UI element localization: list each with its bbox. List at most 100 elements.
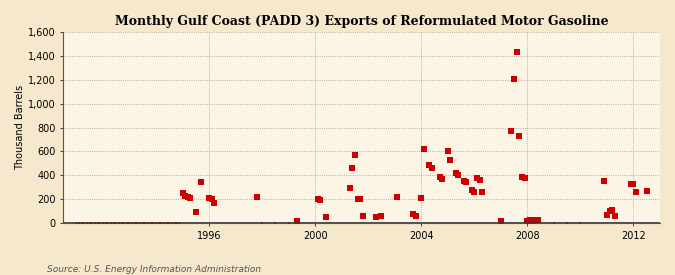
Point bbox=[347, 166, 358, 170]
Point bbox=[527, 219, 538, 223]
Point bbox=[575, 221, 586, 225]
Point bbox=[313, 197, 323, 201]
Point bbox=[435, 174, 446, 179]
Point bbox=[450, 171, 461, 175]
Point bbox=[180, 193, 190, 198]
Point bbox=[626, 182, 637, 186]
Point bbox=[161, 221, 172, 225]
Point bbox=[135, 221, 146, 225]
Point bbox=[113, 221, 124, 225]
Point bbox=[137, 221, 148, 225]
Point bbox=[524, 217, 535, 222]
Point bbox=[315, 198, 326, 203]
Point bbox=[90, 221, 101, 225]
Point bbox=[127, 221, 138, 225]
Point bbox=[71, 221, 82, 225]
Point bbox=[437, 177, 448, 181]
Point bbox=[416, 196, 427, 200]
Point bbox=[151, 221, 161, 225]
Point bbox=[371, 215, 381, 219]
Point bbox=[562, 221, 572, 225]
Point bbox=[604, 209, 615, 213]
Point bbox=[321, 215, 331, 219]
Point bbox=[209, 200, 220, 205]
Point bbox=[352, 197, 363, 201]
Point bbox=[466, 188, 477, 192]
Point bbox=[142, 221, 153, 225]
Point bbox=[177, 191, 188, 196]
Point bbox=[445, 158, 456, 162]
Point bbox=[495, 219, 506, 223]
Point bbox=[156, 221, 167, 225]
Point bbox=[108, 221, 119, 225]
Point bbox=[256, 221, 267, 225]
Point bbox=[185, 196, 196, 200]
Point bbox=[424, 162, 435, 167]
Point bbox=[427, 166, 437, 170]
Point bbox=[148, 221, 159, 225]
Point bbox=[453, 173, 464, 178]
Point bbox=[350, 153, 360, 157]
Point bbox=[376, 214, 387, 218]
Point bbox=[207, 197, 217, 201]
Point bbox=[601, 213, 612, 217]
Point bbox=[418, 147, 429, 151]
Point bbox=[472, 175, 483, 180]
Point bbox=[190, 210, 201, 214]
Point bbox=[172, 221, 183, 225]
Point bbox=[291, 219, 302, 224]
Text: Source: U.S. Energy Information Administration: Source: U.S. Energy Information Administ… bbox=[47, 265, 261, 274]
Point bbox=[512, 50, 522, 54]
Point bbox=[153, 221, 164, 225]
Point bbox=[159, 221, 169, 225]
Point bbox=[506, 129, 517, 133]
Point bbox=[522, 219, 533, 223]
Point bbox=[79, 221, 90, 225]
Point bbox=[145, 221, 156, 225]
Point bbox=[630, 190, 641, 194]
Point bbox=[82, 221, 92, 225]
Point bbox=[270, 221, 281, 225]
Point bbox=[519, 175, 530, 180]
Point bbox=[442, 149, 453, 154]
Point bbox=[358, 214, 369, 218]
Point bbox=[111, 221, 122, 225]
Point bbox=[76, 221, 87, 225]
Point bbox=[410, 214, 421, 218]
Point bbox=[204, 196, 215, 200]
Point bbox=[610, 214, 620, 218]
Point bbox=[116, 221, 127, 225]
Point bbox=[392, 195, 403, 199]
Point bbox=[95, 221, 106, 225]
Point bbox=[284, 221, 294, 225]
Point bbox=[607, 208, 618, 212]
Point bbox=[174, 221, 185, 225]
Point bbox=[509, 76, 520, 81]
Point bbox=[103, 221, 113, 225]
Point bbox=[164, 221, 175, 225]
Point bbox=[475, 178, 485, 182]
Point bbox=[182, 195, 193, 199]
Title: Monthly Gulf Coast (PADD 3) Exports of Reformulated Motor Gasoline: Monthly Gulf Coast (PADD 3) Exports of R… bbox=[115, 15, 608, 28]
Point bbox=[533, 217, 543, 222]
Point bbox=[461, 180, 472, 185]
Point bbox=[516, 174, 527, 179]
Point bbox=[599, 179, 610, 183]
Point bbox=[251, 195, 262, 199]
Point bbox=[98, 221, 109, 225]
Point bbox=[514, 134, 525, 138]
Point bbox=[105, 221, 116, 225]
Point bbox=[469, 190, 480, 194]
Point bbox=[196, 180, 207, 185]
Point bbox=[628, 182, 639, 186]
Point bbox=[87, 221, 98, 225]
Point bbox=[119, 221, 130, 225]
Point bbox=[344, 186, 355, 191]
Point bbox=[169, 221, 180, 225]
Point bbox=[124, 221, 135, 225]
Point bbox=[132, 221, 143, 225]
Point bbox=[84, 221, 95, 225]
Point bbox=[477, 190, 487, 194]
Y-axis label: Thousand Barrels: Thousand Barrels bbox=[15, 85, 25, 170]
Point bbox=[549, 221, 560, 225]
